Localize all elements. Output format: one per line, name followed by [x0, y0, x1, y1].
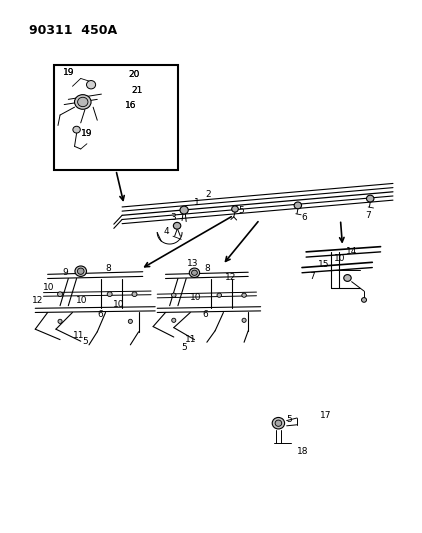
Text: 21: 21 — [131, 86, 142, 95]
Ellipse shape — [294, 202, 302, 209]
Text: 9: 9 — [62, 268, 68, 277]
Text: 18: 18 — [297, 447, 308, 456]
Text: 1: 1 — [194, 198, 200, 207]
Ellipse shape — [172, 318, 176, 322]
Text: 10: 10 — [190, 293, 202, 302]
Text: 90311  450A: 90311 450A — [29, 23, 117, 37]
Text: 6: 6 — [203, 310, 208, 319]
Text: 19: 19 — [62, 68, 74, 77]
Text: 16: 16 — [124, 101, 136, 110]
Ellipse shape — [128, 319, 133, 324]
Text: 12: 12 — [32, 296, 44, 305]
Text: 15: 15 — [318, 260, 330, 269]
Text: 8: 8 — [106, 263, 111, 272]
Text: 11: 11 — [185, 335, 197, 344]
Bar — [54, 66, 178, 170]
Ellipse shape — [87, 80, 96, 89]
Ellipse shape — [192, 270, 197, 276]
Text: 5: 5 — [286, 415, 292, 424]
Ellipse shape — [272, 417, 284, 429]
Ellipse shape — [107, 292, 112, 296]
Text: 13: 13 — [187, 260, 198, 269]
Text: 14: 14 — [346, 247, 357, 256]
Text: 11: 11 — [73, 331, 84, 340]
Ellipse shape — [75, 95, 91, 109]
Text: 6: 6 — [302, 213, 307, 222]
Ellipse shape — [57, 292, 62, 296]
Text: 10: 10 — [114, 300, 125, 309]
Text: 10: 10 — [76, 296, 87, 305]
Ellipse shape — [362, 297, 366, 302]
Text: 10: 10 — [333, 254, 345, 263]
Ellipse shape — [58, 319, 62, 324]
Ellipse shape — [78, 97, 88, 107]
Ellipse shape — [171, 293, 176, 297]
Text: 3: 3 — [170, 213, 176, 222]
Text: 4: 4 — [163, 227, 169, 236]
Text: 5: 5 — [238, 206, 243, 215]
Ellipse shape — [344, 274, 351, 281]
Ellipse shape — [275, 420, 282, 426]
Text: 8: 8 — [205, 263, 211, 272]
Text: 5: 5 — [181, 343, 187, 352]
Ellipse shape — [189, 268, 200, 278]
Ellipse shape — [232, 206, 238, 212]
Text: 19: 19 — [62, 68, 74, 77]
Text: 7: 7 — [365, 211, 371, 220]
Text: 21: 21 — [131, 86, 142, 95]
Ellipse shape — [73, 126, 80, 133]
Ellipse shape — [242, 318, 246, 322]
Ellipse shape — [132, 292, 137, 296]
Text: 7: 7 — [309, 272, 315, 281]
Ellipse shape — [366, 195, 374, 202]
Text: 19: 19 — [81, 130, 93, 139]
Text: 20: 20 — [129, 70, 140, 79]
Ellipse shape — [173, 222, 181, 229]
Text: 19: 19 — [81, 130, 93, 139]
Text: 5: 5 — [82, 337, 88, 346]
Ellipse shape — [242, 293, 246, 297]
Ellipse shape — [77, 268, 84, 274]
Text: 2: 2 — [205, 190, 211, 199]
Text: 20: 20 — [129, 70, 140, 79]
Text: 6: 6 — [97, 310, 103, 319]
Ellipse shape — [217, 293, 222, 297]
Text: 12: 12 — [225, 273, 237, 282]
Text: 17: 17 — [320, 411, 332, 420]
Text: 16: 16 — [124, 101, 136, 110]
Ellipse shape — [75, 266, 87, 277]
Ellipse shape — [180, 206, 188, 214]
Text: 10: 10 — [43, 283, 54, 292]
